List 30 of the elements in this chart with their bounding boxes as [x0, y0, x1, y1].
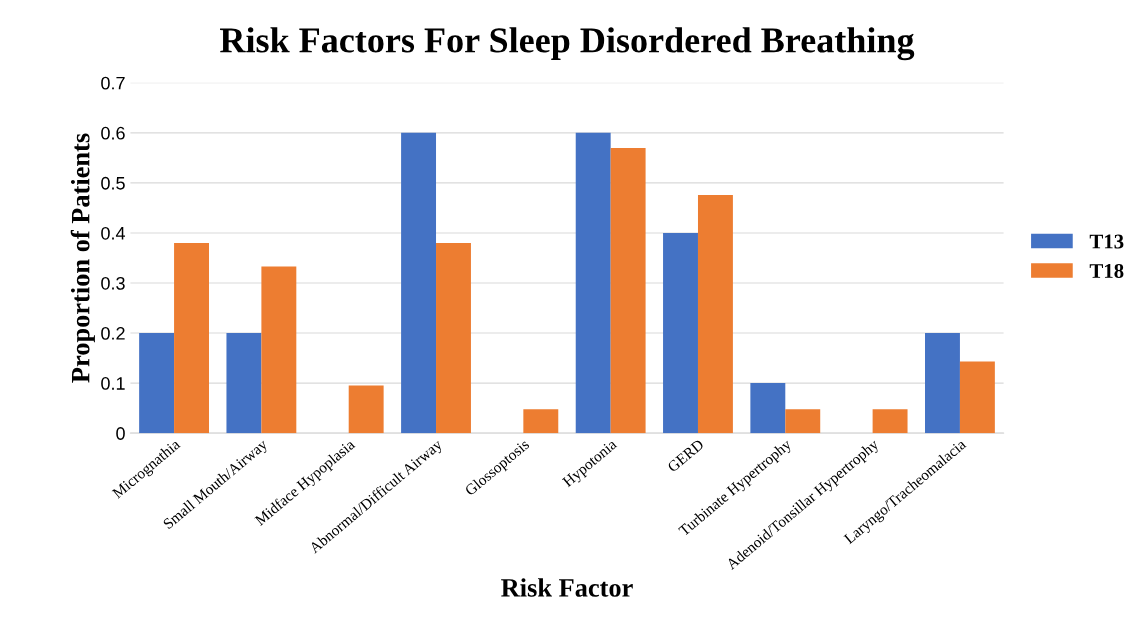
y-tick-label: 0.5	[101, 176, 125, 190]
bar	[523, 409, 559, 434]
bar	[575, 132, 611, 434]
y-tick-label: 0.6	[101, 126, 125, 140]
bar	[750, 383, 786, 434]
y-tick-label: 0.3	[101, 276, 125, 290]
bar	[872, 409, 908, 434]
bar	[261, 266, 297, 434]
bar	[925, 333, 960, 434]
bar	[139, 333, 175, 434]
bar	[401, 132, 437, 434]
bar	[174, 242, 209, 434]
bar	[226, 333, 262, 434]
y-tick-label: 0	[116, 427, 125, 440]
y-axis-title: Proportion of Patients	[70, 133, 95, 383]
y-tick-label: 0.7	[101, 76, 125, 90]
bar	[785, 409, 821, 434]
bar	[436, 242, 471, 434]
y-tick-label: 0.2	[101, 326, 125, 340]
bar	[663, 232, 698, 434]
x-axis-title: Risk Factor	[501, 578, 633, 597]
chart-title: Risk Factors For Sleep Disordered Breathing	[220, 27, 915, 61]
y-tick-label: 0.1	[101, 377, 125, 390]
legend-label: T18	[1089, 263, 1124, 278]
bar	[348, 385, 384, 434]
bar	[959, 361, 995, 434]
y-tick-label: 0.4	[101, 226, 126, 240]
legend-label: T13	[1089, 234, 1124, 249]
bar	[697, 194, 733, 434]
bar	[610, 147, 646, 434]
